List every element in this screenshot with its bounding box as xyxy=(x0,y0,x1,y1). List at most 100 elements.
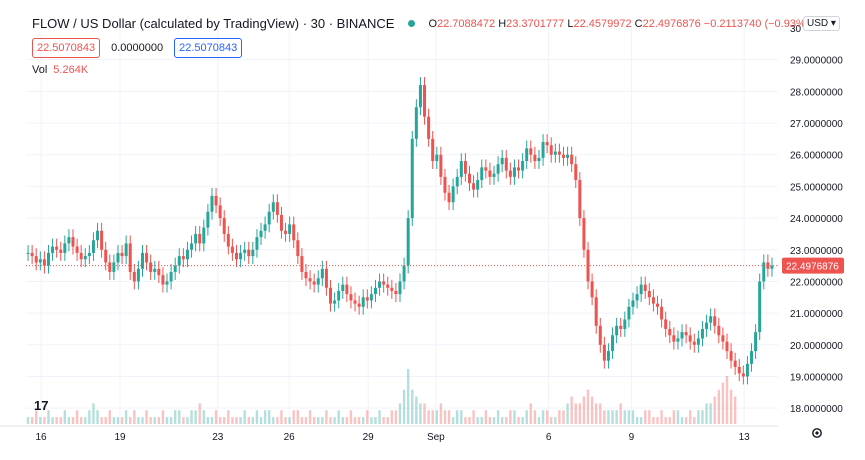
candle-body xyxy=(741,373,745,377)
tradingview-logo-icon[interactable]: 17 xyxy=(34,398,49,413)
candle-body xyxy=(365,297,369,301)
volume-bar xyxy=(456,410,459,424)
candle-body xyxy=(410,138,414,219)
candle-body xyxy=(108,262,112,272)
candle-body xyxy=(308,278,312,282)
volume-bar xyxy=(464,417,467,424)
volume-bar xyxy=(227,410,230,424)
volume-legend[interactable]: Vol 5.264K xyxy=(32,64,88,76)
x-tick-label: 29 xyxy=(363,432,375,443)
candle-body xyxy=(324,268,328,288)
candle-body xyxy=(606,351,610,361)
candle-body xyxy=(762,262,766,282)
volume-bar xyxy=(108,410,111,424)
volume-bar xyxy=(513,410,516,424)
candle-body xyxy=(173,265,177,272)
settings-gear-icon[interactable] xyxy=(810,426,824,440)
volume-bar xyxy=(517,417,520,424)
volume-bar xyxy=(554,417,557,424)
volume-bar xyxy=(194,410,197,424)
volume-bar xyxy=(104,417,107,424)
candle-body xyxy=(67,237,71,244)
candle-body xyxy=(647,290,651,298)
candle-body xyxy=(668,328,672,336)
candle-body xyxy=(508,170,512,177)
volume-bar xyxy=(693,417,696,424)
candle-body xyxy=(169,271,173,282)
volume-bar xyxy=(235,417,238,424)
candle-body xyxy=(247,249,251,257)
volume-bar xyxy=(419,403,422,424)
candle-body xyxy=(349,294,353,301)
candle-body xyxy=(561,154,565,158)
volume-bar xyxy=(165,417,169,424)
volume-bar xyxy=(243,410,246,424)
volume-bar xyxy=(169,417,173,424)
candle-body xyxy=(672,335,676,342)
time-axis[interactable]: 16 19 23 26 29 Sep 6 9 13 xyxy=(0,425,778,443)
candle-body xyxy=(627,306,631,320)
candle-body xyxy=(91,240,95,253)
volume-bar xyxy=(582,396,586,424)
volume-bars xyxy=(26,369,737,424)
volume-bar xyxy=(251,417,255,424)
candle-body xyxy=(181,256,185,260)
candle-body xyxy=(578,180,582,219)
volume-bar xyxy=(545,410,549,424)
candle-body xyxy=(602,344,606,361)
candle-body xyxy=(545,142,549,146)
candle-body xyxy=(79,252,83,260)
volume-bar xyxy=(725,375,729,424)
volume-bar xyxy=(366,410,369,424)
price-axis[interactable]: 29.0000000 28.0000000 27.0000000 26.0000000… xyxy=(790,24,843,415)
volume-bar xyxy=(112,417,116,424)
x-tick-label: 23 xyxy=(212,432,224,443)
volume-bar xyxy=(133,410,136,424)
y-tick-label: 24.0000000 xyxy=(790,214,843,225)
volume-bar xyxy=(39,417,42,424)
volume-bar xyxy=(431,410,434,424)
y-tick-label: 29.0000000 xyxy=(790,56,843,67)
volume-bar xyxy=(558,410,561,424)
candle-body xyxy=(423,85,427,117)
volume-bar xyxy=(145,410,148,424)
candle-body xyxy=(770,265,774,269)
candle-body xyxy=(320,268,324,279)
currency-button[interactable]: USD ▾ xyxy=(803,16,840,31)
candle-body xyxy=(243,249,247,253)
candle-body xyxy=(537,157,541,162)
volume-bar xyxy=(96,410,99,424)
candle-body xyxy=(615,325,619,336)
volume-bar xyxy=(639,417,643,424)
candle-body xyxy=(26,252,30,254)
candle-body xyxy=(149,262,153,272)
volume-bar xyxy=(537,417,541,424)
symbol-legend[interactable]: FLOW / US Dollar (calculated by TradingV… xyxy=(32,16,809,31)
volume-bar xyxy=(161,410,165,424)
volume-bar xyxy=(337,410,340,424)
candle-body xyxy=(439,154,443,177)
volume-bar xyxy=(733,396,737,424)
candle-body xyxy=(754,332,758,352)
candle-body xyxy=(696,338,700,345)
candle-body xyxy=(533,154,537,162)
candle-body xyxy=(684,332,688,336)
volume-bar xyxy=(406,369,410,424)
candle-body xyxy=(63,243,67,253)
candle-body xyxy=(680,332,684,339)
candle-body xyxy=(386,284,390,288)
candle-body xyxy=(214,195,218,206)
candle-body xyxy=(713,316,717,326)
volume-bar xyxy=(71,417,75,424)
candle-body xyxy=(83,256,87,260)
volume-bar xyxy=(59,417,62,424)
candle-body xyxy=(136,268,140,282)
candle-body xyxy=(198,233,202,244)
volume-bar xyxy=(35,410,38,424)
candle-body xyxy=(529,148,533,155)
volume-bar xyxy=(488,417,492,424)
candle-body xyxy=(705,322,709,329)
volume-bar xyxy=(202,410,206,424)
x-tick-label: 9 xyxy=(629,432,635,443)
